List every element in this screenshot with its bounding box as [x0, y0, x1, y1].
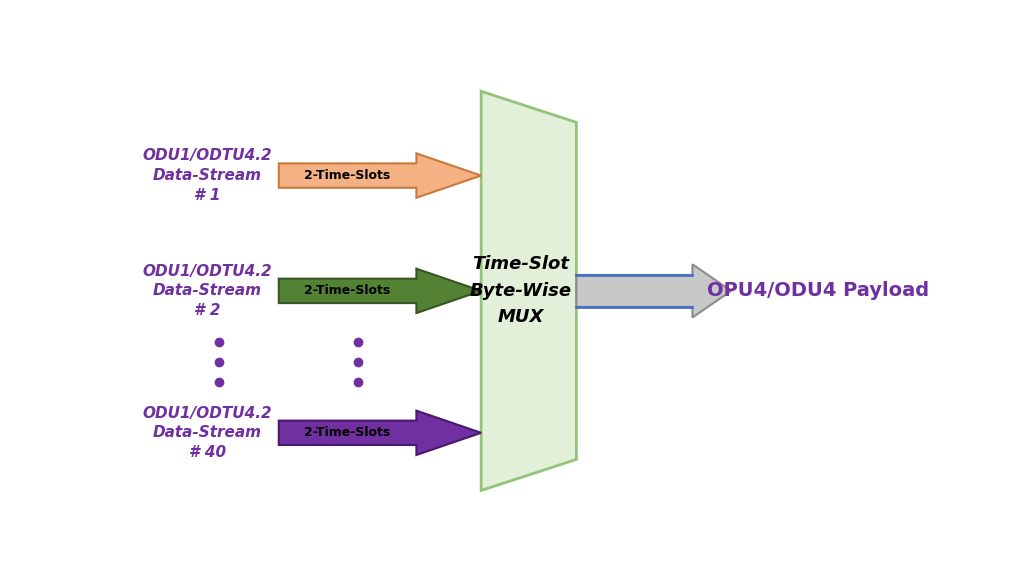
Polygon shape	[577, 264, 731, 317]
Text: 2-Time-Slots: 2-Time-Slots	[304, 285, 391, 297]
Text: 2-Time-Slots: 2-Time-Slots	[304, 169, 391, 182]
Polygon shape	[279, 268, 481, 313]
Text: ODU1/ODTU4.2
Data-Stream
# 40: ODU1/ODTU4.2 Data-Stream # 40	[142, 406, 272, 460]
Polygon shape	[279, 153, 481, 198]
Text: Time-Slot
Byte-Wise
MUX: Time-Slot Byte-Wise MUX	[470, 256, 571, 326]
Polygon shape	[481, 92, 577, 491]
Text: 2-Time-Slots: 2-Time-Slots	[304, 426, 391, 439]
Text: OPU4/ODU4 Payload: OPU4/ODU4 Payload	[708, 282, 930, 300]
Polygon shape	[279, 411, 481, 455]
Text: ODU1/ODTU4.2
Data-Stream
# 2: ODU1/ODTU4.2 Data-Stream # 2	[142, 264, 272, 318]
Text: ODU1/ODTU4.2
Data-Stream
# 1: ODU1/ODTU4.2 Data-Stream # 1	[142, 148, 272, 203]
